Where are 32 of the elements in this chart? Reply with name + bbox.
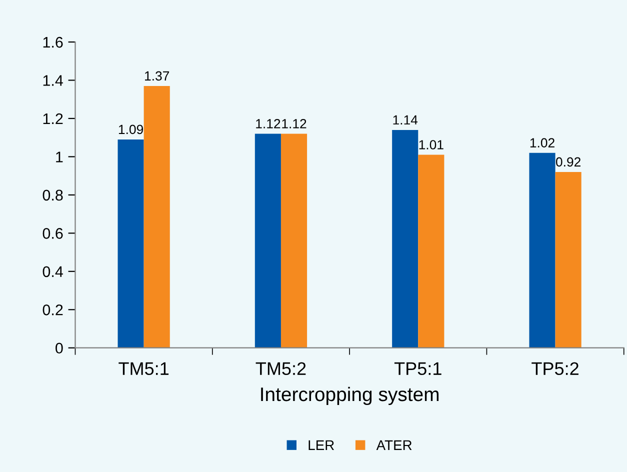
x-tick-label: TP5:1 [394, 362, 442, 376]
y-tick-label: 1.4 [43, 75, 63, 86]
data-label: 1.12 [256, 119, 280, 128]
y-tick-label: 0.2 [42, 304, 63, 316]
y-tick-label: 1 [56, 152, 63, 162]
x-tick-label: TM5:2 [256, 362, 306, 376]
data-label: 1.09 [118, 124, 144, 134]
y-tick-label: 0 [56, 342, 63, 354]
bar [555, 172, 582, 348]
x-tick-label: TM5:1 [118, 362, 169, 376]
y-tick-label: 0.4 [42, 266, 63, 278]
data-label: 1.37 [145, 71, 170, 81]
y-tick-label: 0.6 [42, 228, 63, 239]
bar [418, 154, 444, 348]
y-tick-label: 0.8 [42, 190, 63, 201]
data-label: 1.02 [530, 138, 554, 148]
bar [118, 140, 144, 348]
data-label: 1.12 [282, 119, 306, 128]
legend-label: LER [308, 440, 334, 450]
x-axis-title: Intercropping system [261, 386, 439, 406]
y-tick-label: 1.6 [43, 36, 63, 48]
bar [392, 130, 418, 348]
bar [280, 134, 308, 348]
bar [254, 134, 281, 348]
legend-label: ATER [376, 440, 412, 450]
x-tick-label: TP5:2 [532, 362, 578, 376]
y-tick-label: 1.2 [43, 113, 63, 124]
data-label: 0.92 [556, 157, 580, 167]
data-label: 1.14 [393, 115, 418, 124]
data-label: 1.01 [419, 140, 444, 150]
bar [144, 86, 170, 348]
bar [529, 152, 556, 348]
